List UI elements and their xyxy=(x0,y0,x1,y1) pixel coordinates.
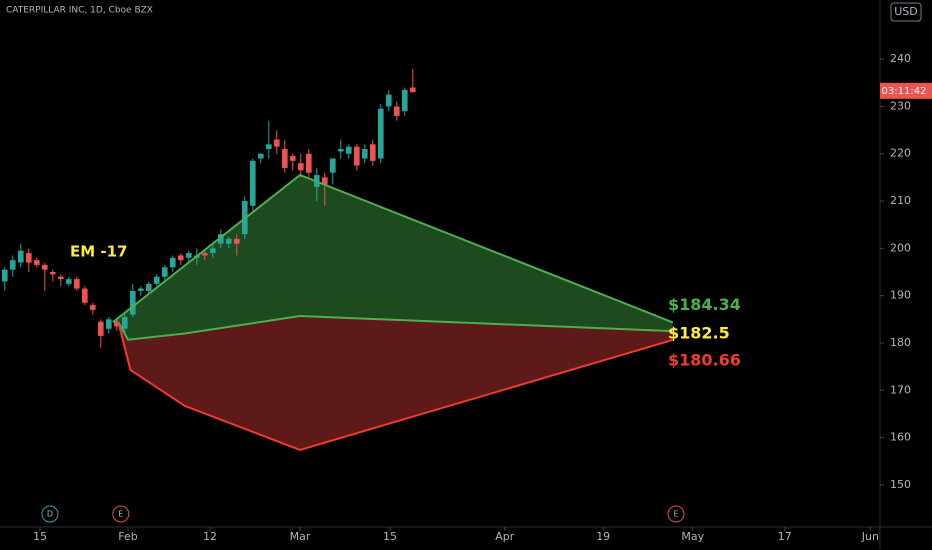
candle-body xyxy=(178,255,184,261)
countdown: 03:11:42 xyxy=(882,86,927,97)
candle-body xyxy=(130,290,136,315)
x-tick-label: 17 xyxy=(778,530,792,543)
y-tick-label: 150 xyxy=(890,478,911,491)
event-label: E xyxy=(673,510,678,519)
candle-body xyxy=(346,146,352,154)
x-tick-label: 15 xyxy=(383,530,397,543)
x-tick-label: 12 xyxy=(203,530,217,543)
x-tick-label: Jun xyxy=(861,530,879,543)
x-tick-label: May xyxy=(681,530,704,543)
candle-body xyxy=(378,108,384,159)
candle-body xyxy=(98,321,104,336)
candle-body xyxy=(82,288,88,303)
annotation: EM -17 xyxy=(70,243,128,261)
x-tick-label: 15 xyxy=(33,530,47,543)
y-tick-label: 220 xyxy=(890,147,911,160)
middle-line xyxy=(117,314,673,341)
candle-body xyxy=(186,253,192,258)
y-tick-label: 190 xyxy=(890,289,911,302)
chart-title: CATERPILLAR INC, 1D, Cboe BZX xyxy=(6,6,153,16)
candle-body xyxy=(210,248,216,254)
end-label: $184.34 xyxy=(668,295,741,314)
upper-line xyxy=(112,173,674,324)
candle-body xyxy=(90,305,96,310)
candle-body xyxy=(58,276,64,280)
candle-body xyxy=(34,260,40,265)
candle-body xyxy=(10,260,16,270)
candle-body xyxy=(26,253,32,263)
y-tick-label: 200 xyxy=(890,241,911,254)
candle-body xyxy=(106,319,112,329)
candle-body xyxy=(138,288,144,291)
currency: USD xyxy=(894,5,918,18)
upper-area xyxy=(112,175,673,340)
y-tick-label: 160 xyxy=(890,431,911,444)
currency-box xyxy=(890,2,922,22)
candle-body xyxy=(306,153,312,173)
candle-body xyxy=(354,146,360,166)
x-tick-label: Feb xyxy=(118,530,137,543)
lower-line xyxy=(117,321,674,451)
candle-body xyxy=(122,316,128,329)
event-label: E xyxy=(118,510,123,519)
candle-body xyxy=(258,153,264,159)
candle-body xyxy=(146,283,152,291)
candle-body xyxy=(402,89,408,112)
x-tick-label: Mar xyxy=(290,530,311,543)
candle-body xyxy=(338,149,344,152)
candle-body xyxy=(250,160,256,206)
candle-body xyxy=(274,139,280,147)
y-tick-label: 230 xyxy=(890,99,911,112)
candle-body xyxy=(50,272,56,275)
candle-body xyxy=(370,144,376,161)
candle-body xyxy=(74,279,80,289)
y-tick-label: 240 xyxy=(890,52,911,65)
candle-body xyxy=(282,149,288,168)
candle-body xyxy=(18,250,24,263)
candle-body xyxy=(42,264,48,270)
candle-body xyxy=(290,156,296,161)
event-label: D xyxy=(47,510,53,519)
candle-body xyxy=(218,234,224,244)
candle-body xyxy=(114,321,120,327)
candle-body xyxy=(266,144,272,150)
candle-body xyxy=(386,94,392,107)
candle-body xyxy=(330,158,336,173)
end-label: $180.66 xyxy=(668,350,741,369)
candle-body xyxy=(322,177,328,185)
candle-body xyxy=(154,276,160,284)
candle-body xyxy=(298,163,304,171)
candle-body xyxy=(234,238,240,244)
candle-body xyxy=(66,279,72,284)
candle-body xyxy=(2,269,8,282)
event-marker xyxy=(667,505,685,523)
candle-body xyxy=(362,149,368,159)
y-tick-label: 210 xyxy=(890,194,911,207)
candle-body xyxy=(170,257,176,268)
y-tick-label: 180 xyxy=(890,336,911,349)
candle-body xyxy=(394,106,400,116)
price-tag xyxy=(880,82,932,99)
candle-body xyxy=(226,238,232,244)
x-tick-label: 19 xyxy=(596,530,610,543)
candle-body xyxy=(162,267,168,277)
candle-body xyxy=(410,87,416,93)
event-marker xyxy=(41,505,59,523)
x-tick-label: Apr xyxy=(495,530,515,543)
event-marker xyxy=(112,505,130,523)
lower-area xyxy=(118,316,673,450)
end-label: $182.5 xyxy=(668,324,730,343)
y-tick-label: 170 xyxy=(890,383,911,396)
candle-body xyxy=(202,253,208,256)
